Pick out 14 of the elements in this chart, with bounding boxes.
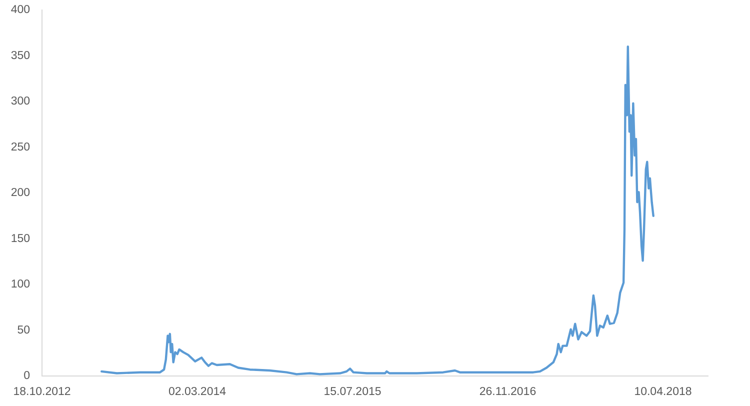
x-tick-label: 15.07.2015 [324,386,382,398]
y-tick-label: 0 [24,370,30,382]
y-tick-label: 300 [10,96,30,108]
y-tick-label: 150 [10,232,30,245]
y-tick-label: 100 [10,278,30,291]
y-tick-label: 350 [10,50,30,62]
y-tick-label: 400 [10,4,30,16]
x-tick-label: 26.11.2016 [479,386,536,398]
x-tick-label: 18.10.2012 [13,386,71,398]
x-tick-label: 10.04.2018 [634,386,692,398]
y-tick-label: 200 [10,187,30,200]
y-tick-label: 250 [10,141,30,154]
y-tick-label: 50 [17,324,30,336]
x-tick-label: 02.03.2014 [168,386,227,398]
